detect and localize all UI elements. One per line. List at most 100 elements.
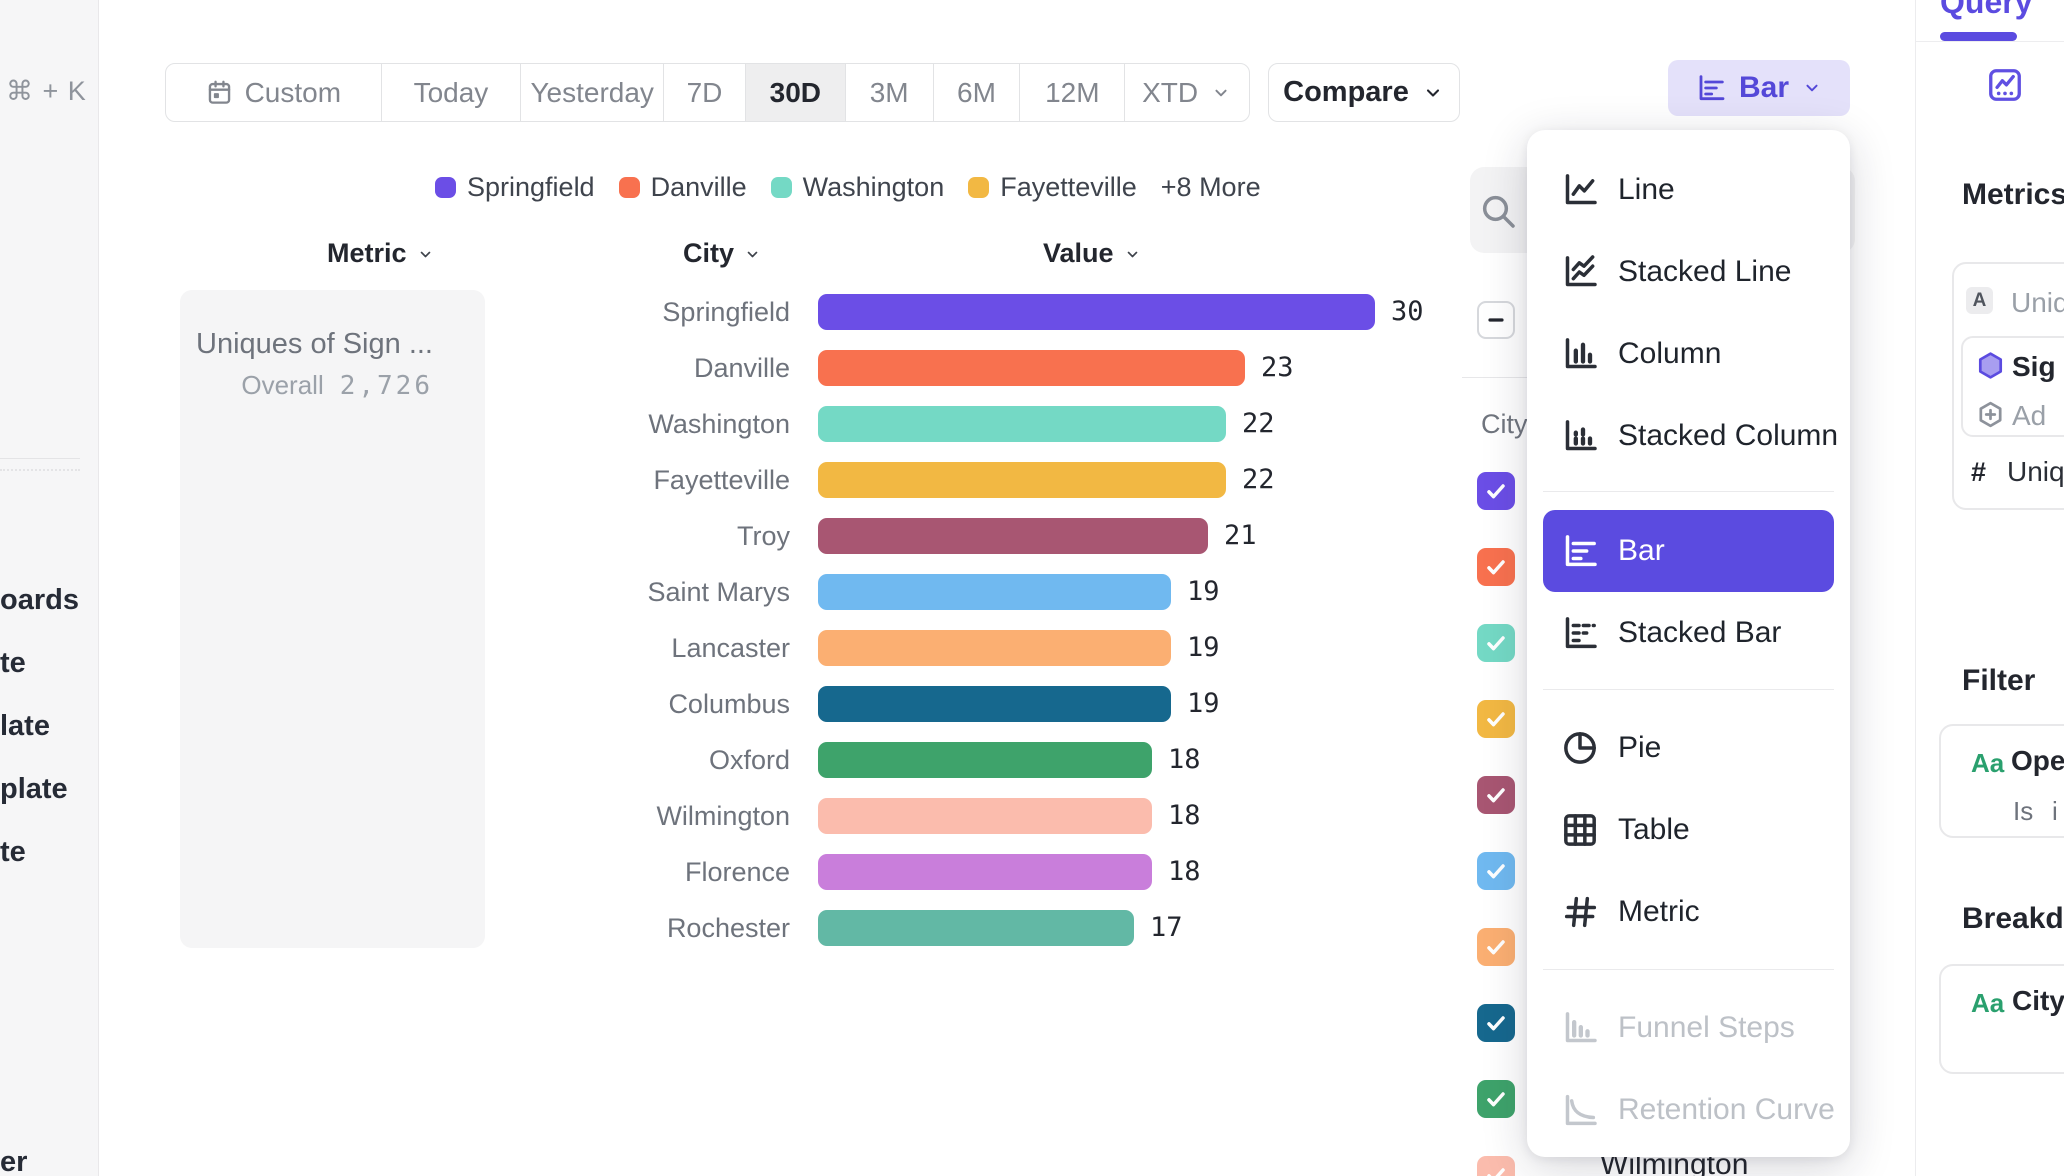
check-icon — [1483, 706, 1509, 732]
menu-item-line[interactable]: Line — [1527, 149, 1850, 231]
date-range-xtd[interactable]: XTD — [1124, 64, 1249, 121]
city-checkbox[interactable] — [1477, 928, 1515, 966]
chevron-down-icon — [1210, 82, 1232, 104]
city-checkbox[interactable] — [1477, 472, 1515, 510]
city-checkbox[interactable] — [1477, 852, 1515, 890]
bar-fayetteville[interactable] — [818, 462, 1226, 498]
bar-columbus[interactable] — [818, 686, 1171, 722]
column-header-value[interactable]: Value — [1043, 238, 1142, 268]
menu-item-stacked-line[interactable]: Stacked Line — [1527, 231, 1850, 313]
menu-item-table[interactable]: Table — [1527, 789, 1850, 871]
menu-item-stacked-bar[interactable]: Stacked Bar — [1527, 592, 1850, 674]
table-icon — [1560, 810, 1600, 850]
legend-item-springfield[interactable]: Springfield — [435, 172, 595, 203]
legend-swatch — [770, 176, 792, 198]
bar-value: 22 — [1242, 408, 1275, 439]
date-range-7d[interactable]: 7D — [663, 64, 745, 121]
filter-value: i — [2052, 796, 2058, 826]
bar-rochester[interactable] — [818, 910, 1134, 946]
city-checkbox[interactable] — [1477, 1004, 1515, 1042]
nav-item-fragment[interactable]: te — [0, 647, 26, 679]
menu-item-metric[interactable]: Metric — [1527, 871, 1850, 953]
filter-card[interactable] — [1939, 724, 2064, 838]
legend-item-washington[interactable]: Washington — [770, 172, 944, 203]
bar-value: 18 — [1168, 744, 1201, 775]
column-header-metric[interactable]: Metric — [327, 238, 435, 268]
legend-item-fayetteville[interactable]: Fayetteville — [968, 172, 1137, 203]
date-range-label: 6M — [957, 76, 996, 108]
city-checkbox[interactable] — [1477, 1156, 1515, 1176]
legend-more-button[interactable]: +8 More — [1160, 171, 1261, 202]
bar-troy[interactable] — [818, 518, 1208, 554]
bar-oxford[interactable] — [818, 742, 1152, 778]
select-all-checkbox[interactable] — [1477, 301, 1515, 339]
column-header-city[interactable]: City — [683, 238, 762, 268]
legend-swatch — [968, 176, 990, 198]
chevron-down-icon — [416, 245, 435, 264]
breakdown-heading: Breakdo — [1962, 902, 2064, 935]
date-range-yesterday[interactable]: Yesterday — [520, 64, 663, 121]
bar-springfield[interactable] — [818, 294, 1375, 330]
nav-item-fragment[interactable]: te — [0, 836, 26, 868]
check-icon — [1483, 1162, 1509, 1176]
bar-category-label: Troy — [737, 521, 790, 551]
menu-item-label: Funnel Steps — [1618, 1011, 1795, 1044]
city-checkbox[interactable] — [1477, 624, 1515, 662]
measure-label: Uniqu — [2007, 456, 2064, 487]
city-checkbox[interactable] — [1477, 700, 1515, 738]
check-icon — [1483, 782, 1509, 808]
event-card[interactable] — [1961, 336, 2064, 437]
date-range-label: Yesterday — [530, 76, 654, 108]
chart-preview-icon[interactable] — [1986, 66, 2024, 104]
metric-panel[interactable]: Uniques of Sign ... Overall 2,726 — [180, 290, 485, 948]
bar-category-label: Columbus — [668, 689, 790, 719]
menu-item-pie[interactable]: Pie — [1527, 707, 1850, 789]
city-checkbox[interactable] — [1477, 1080, 1515, 1118]
calendar-icon — [206, 79, 233, 106]
breakdown-card[interactable] — [1939, 964, 2064, 1074]
property-type-badge: Aa — [1971, 748, 2005, 778]
date-range-today[interactable]: Today — [380, 64, 521, 121]
date-range-custom[interactable]: Custom — [166, 64, 381, 121]
city-checkbox[interactable] — [1477, 776, 1515, 814]
date-range-label: Today — [413, 76, 489, 108]
date-range-6m[interactable]: 6M — [932, 64, 1020, 121]
menu-item-column[interactable]: Column — [1527, 313, 1850, 395]
event-hexagon-icon — [1975, 350, 2006, 381]
divider-dotted — [0, 469, 80, 471]
nav-item-fragment[interactable]: late — [0, 710, 50, 742]
divider — [1916, 41, 2064, 42]
command-k-shortcut: ⌘ + K — [6, 76, 87, 106]
date-range-control: Custom Today Yesterday 7D 30D 3M 6M 12M XTD — [165, 63, 1250, 122]
bar-washington[interactable] — [818, 406, 1226, 442]
bar-florence[interactable] — [818, 854, 1152, 890]
date-range-3m[interactable]: 3M — [844, 64, 933, 121]
compare-label: Compare — [1283, 76, 1409, 108]
add-event-icon[interactable] — [1975, 399, 2006, 430]
check-icon — [1483, 630, 1509, 656]
menu-item-bar[interactable]: Bar — [1543, 510, 1834, 592]
compare-button[interactable]: Compare — [1268, 63, 1460, 122]
metric-card-label: Uniq — [2011, 287, 2064, 318]
left-nav-rail: ⌘ + K oards te late plate te er — [0, 0, 99, 1176]
nav-item-fragment[interactable]: er — [0, 1146, 28, 1176]
tab-query[interactable]: Query — [1940, 0, 2033, 20]
nav-item-fragment[interactable]: plate — [0, 773, 68, 805]
bar-lancaster[interactable] — [818, 630, 1171, 666]
city-checkbox[interactable] — [1477, 548, 1515, 586]
bar-value: 18 — [1168, 856, 1201, 887]
chart-type-button[interactable]: Bar — [1668, 60, 1850, 116]
nav-item-fragment[interactable]: oards — [0, 584, 79, 616]
filter-property-label: Ope — [2011, 745, 2064, 776]
date-range-12m[interactable]: 12M — [1019, 64, 1124, 121]
date-range-label: 30D — [769, 76, 821, 108]
chevron-down-icon — [1421, 81, 1445, 105]
legend-item-danville[interactable]: Danville — [618, 172, 747, 203]
bar-saint-marys[interactable] — [818, 574, 1171, 610]
menu-item-stacked-column[interactable]: Stacked Column — [1527, 395, 1850, 477]
bar-wilmington[interactable] — [818, 798, 1152, 834]
chart-legend: Springfield Danville Washington Fayettev… — [435, 172, 1261, 202]
bar-danville[interactable] — [818, 350, 1245, 386]
date-range-30d[interactable]: 30D — [744, 64, 845, 121]
stacked-line-icon — [1560, 252, 1600, 292]
